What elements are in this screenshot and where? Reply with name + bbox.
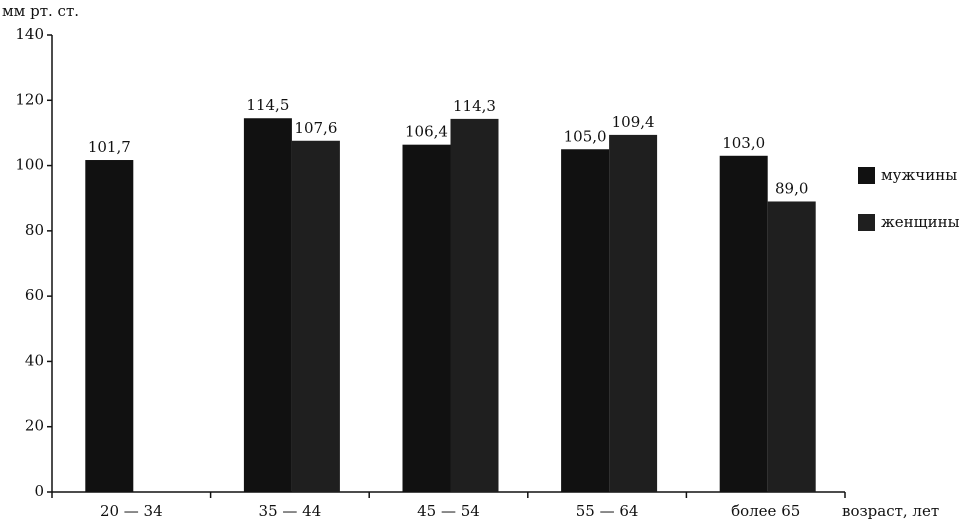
bar	[291, 140, 340, 492]
value-label: 105,0	[564, 127, 607, 145]
x-tick-label: 55 — 64	[576, 502, 639, 520]
value-label: 114,3	[453, 97, 496, 115]
legend-swatch	[858, 167, 875, 184]
y-tick-label: 20	[25, 417, 44, 435]
x-axis-label: возраст, лет	[842, 502, 939, 520]
value-label: 106,4	[405, 123, 448, 141]
bar	[450, 118, 499, 492]
value-label: 103,0	[722, 134, 765, 152]
bar	[767, 201, 816, 492]
bar	[243, 118, 292, 492]
y-tick-label: 100	[15, 156, 44, 174]
legend-label: женщины	[881, 213, 960, 231]
y-tick-label: 60	[25, 286, 44, 304]
x-tick-label: 45 — 54	[417, 502, 480, 520]
y-tick-label: 120	[15, 90, 44, 108]
y-tick-label: 0	[34, 482, 44, 500]
value-label: 109,4	[612, 113, 655, 131]
bar	[561, 149, 610, 492]
y-axis-label: мм рт. ст.	[2, 2, 79, 20]
value-label: 101,7	[88, 138, 131, 156]
y-tick-label: 80	[25, 221, 44, 239]
legend-swatch	[858, 214, 875, 231]
bar	[719, 155, 768, 492]
value-label: 107,6	[294, 119, 337, 137]
x-tick-label: 35 — 44	[259, 502, 322, 520]
y-tick-label: 140	[15, 25, 44, 43]
bar	[85, 160, 134, 492]
x-tick-label: более 65	[731, 502, 800, 520]
bar	[609, 134, 658, 492]
legend-label: мужчины	[881, 166, 957, 184]
value-label: 114,5	[246, 96, 289, 114]
value-label: 89,0	[775, 179, 808, 197]
y-tick-label: 40	[25, 351, 44, 369]
bar	[402, 144, 451, 492]
x-tick-label: 20 — 34	[100, 502, 163, 520]
